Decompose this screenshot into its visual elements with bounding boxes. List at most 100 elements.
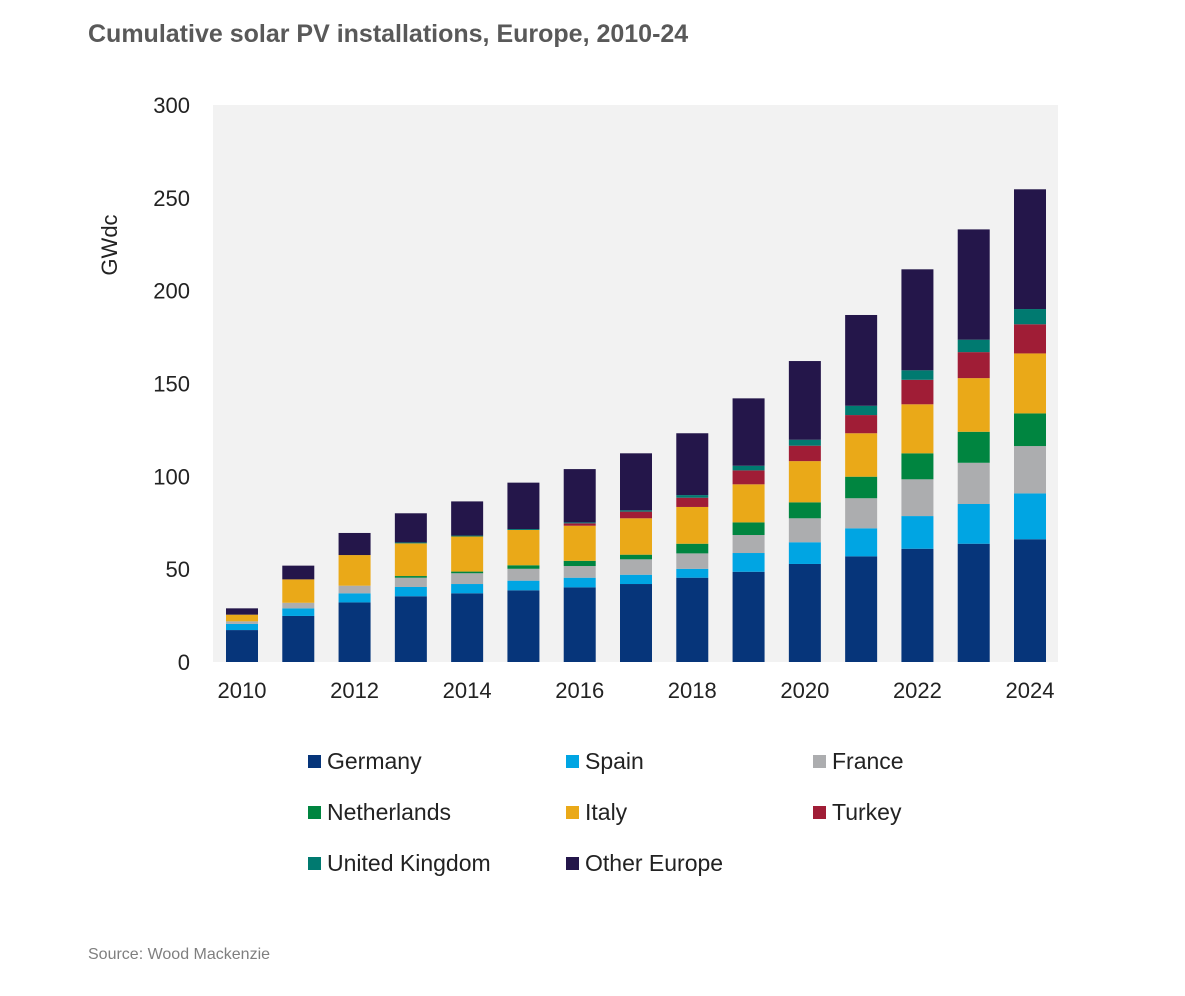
bar-segment-turkey-2018 (676, 497, 709, 507)
x-tick-label: 2012 (330, 678, 379, 703)
bar-segment-united-kingdom-2022 (901, 370, 934, 380)
legend-swatch (308, 806, 321, 819)
bar-segment-germany-2023 (957, 543, 990, 662)
bar-segment-united-kingdom-2014 (451, 535, 484, 537)
bar-segment-united-kingdom-2020 (788, 439, 821, 446)
bar-segment-netherlands-2016 (563, 560, 596, 567)
bar-segment-netherlands-2017 (620, 554, 652, 560)
bar-segment-italy-2020 (788, 461, 821, 503)
bar-segment-spain-2011 (282, 608, 315, 616)
bar-segment-other-europe-2014 (451, 501, 484, 536)
bars (226, 189, 1046, 662)
bar-segment-germany-2014 (451, 593, 484, 662)
y-tick-label: 200 (153, 279, 190, 304)
chart-title: Cumulative solar PV installations, Europ… (88, 20, 689, 48)
legend-label: France (832, 748, 904, 774)
bar-segment-spain-2021 (845, 528, 878, 557)
y-tick-label: 300 (153, 93, 190, 118)
bar-segment-germany-2020 (788, 563, 821, 662)
bar-segment-germany-2022 (901, 548, 934, 662)
legend-item-netherlands: Netherlands (308, 799, 451, 826)
bar-segment-united-kingdom-2024 (1014, 309, 1046, 325)
y-tick-label: 0 (178, 650, 190, 675)
x-tick-label: 2020 (780, 678, 829, 703)
bar-segment-germany-2015 (507, 590, 540, 662)
legend-item-united-kingdom: United Kingdom (308, 850, 491, 877)
x-tick-label: 2010 (218, 678, 267, 703)
bar-segment-germany-2012 (338, 602, 371, 662)
bar-segment-italy-2021 (845, 433, 878, 477)
bar-segment-italy-2013 (394, 543, 427, 577)
legend-swatch (566, 857, 579, 870)
bar-segment-germany-2011 (282, 615, 315, 662)
bar-segment-france-2024 (1014, 446, 1046, 494)
bar-segment-spain-2022 (901, 516, 934, 549)
bar-segment-netherlands-2022 (901, 453, 934, 480)
bar-segment-united-kingdom-2015 (507, 529, 540, 530)
bar-segment-france-2011 (282, 602, 315, 609)
bar-segment-other-europe-2019 (732, 398, 765, 466)
bar-segment-other-europe-2018 (676, 433, 709, 496)
legend-swatch (813, 806, 826, 819)
bar-segment-france-2015 (507, 568, 540, 581)
bar-segment-united-kingdom-2023 (957, 339, 990, 353)
bar-segment-other-europe-2016 (563, 469, 596, 523)
bar-segment-other-europe-2022 (901, 269, 934, 371)
legend-label: Spain (585, 748, 644, 774)
bar-segment-other-europe-2015 (507, 482, 540, 530)
bar-segment-netherlands-2021 (845, 476, 878, 499)
bar-segment-italy-2024 (1014, 353, 1046, 414)
bar-segment-germany-2016 (563, 587, 596, 662)
bar-segment-other-europe-2020 (788, 361, 821, 440)
bar-segment-italy-2011 (282, 579, 315, 603)
bar-segment-netherlands-2013 (394, 576, 427, 578)
bar-segment-spain-2013 (394, 586, 427, 597)
bar-segment-netherlands-2020 (788, 502, 821, 519)
bar-segment-other-europe-2017 (620, 453, 652, 511)
bar-segment-other-europe-2011 (282, 565, 315, 580)
y-tick-label: 150 (153, 372, 190, 397)
bar-segment-united-kingdom-2021 (845, 405, 878, 416)
bar-segment-italy-2016 (563, 525, 596, 561)
legend-label: Germany (327, 748, 422, 774)
legend-item-germany: Germany (308, 748, 422, 775)
bar-segment-turkey-2020 (788, 445, 821, 462)
x-tick-label: 2022 (893, 678, 942, 703)
bar-segment-spain-2010 (226, 623, 258, 631)
legend-item-italy: Italy (566, 799, 627, 826)
bar-segment-italy-2015 (507, 529, 540, 566)
bar-segment-germany-2018 (676, 577, 709, 662)
bar-segment-other-europe-2012 (338, 532, 371, 556)
bar-segment-spain-2018 (676, 568, 709, 578)
legend-swatch (566, 755, 579, 768)
bar-segment-united-kingdom-2018 (676, 495, 709, 498)
bar-segment-united-kingdom-2016 (563, 522, 596, 524)
y-tick-label: 50 (166, 557, 190, 582)
bar-segment-germany-2013 (394, 596, 427, 662)
bar-segment-spain-2015 (507, 580, 540, 591)
bar-segment-france-2023 (957, 462, 990, 504)
bar-segment-france-2018 (676, 553, 709, 569)
bar-segment-france-2017 (620, 559, 652, 575)
legend-swatch (308, 857, 321, 870)
bar-segment-netherlands-2018 (676, 543, 709, 554)
bar-segment-france-2013 (394, 577, 427, 587)
bar-segment-italy-2019 (732, 484, 765, 523)
bar-segment-spain-2024 (1014, 493, 1046, 540)
bar-segment-france-2020 (788, 518, 821, 543)
y-tick-label: 250 (153, 186, 190, 211)
bar-segment-germany-2021 (845, 556, 878, 662)
bar-segment-other-europe-2024 (1014, 189, 1046, 310)
bar-segment-france-2016 (563, 566, 596, 578)
bar-segment-other-europe-2010 (226, 608, 258, 615)
bar-segment-turkey-2023 (957, 352, 990, 379)
bar-segment-italy-2017 (620, 518, 652, 555)
bar-segment-italy-2022 (901, 404, 934, 454)
y-axis-ticks: 0 50 100 150 200 250 300 (153, 93, 190, 675)
bar-segment-france-2014 (451, 573, 484, 585)
bar-segment-france-2012 (338, 585, 371, 594)
x-axis-ticks: 2010 2012 2014 2016 2018 2020 2022 2024 (218, 678, 1055, 703)
legend-item-turkey: Turkey (813, 799, 901, 826)
bar-segment-spain-2016 (563, 577, 596, 588)
